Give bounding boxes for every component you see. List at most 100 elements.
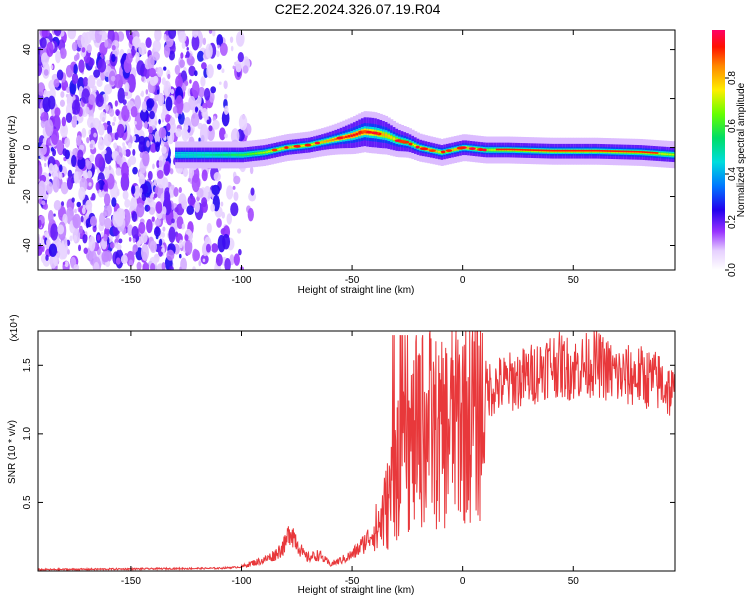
spectrogram-noise-cell [139,187,143,194]
spectrogram-noise-cell [53,78,60,88]
spectrogram-core-cell [511,148,515,151]
spectrogram-noise-cell [97,139,105,151]
spectrogram-noise-cell [72,95,76,102]
spectrogram-ridge-cell [390,136,394,139]
spectrogram-ridge-cell [310,143,314,146]
spectrogram-core-cell [655,152,659,154]
spectrogram-noise-cell [186,205,195,216]
spectrogram-noise-cell [111,53,116,63]
spectrogram-noise-cell [202,258,206,263]
spectrogram-core-cell [633,150,638,153]
spectrogram-peak-cell [468,147,476,151]
spectrogram-noise-cell [181,41,186,49]
spectrogram-noise-cell [82,76,89,87]
spectrogram-noise-cell [237,228,242,234]
spectrogram-ridge-cell [291,146,296,148]
spectrogram-noise-cell [147,54,155,69]
spectrogram-noise-cell [52,164,59,174]
spectrogram-noise-cell [180,52,184,59]
spectrogram-noise-cell [115,109,120,116]
spectrogram-noise-cell [145,89,149,95]
colorbar-tick-label: 0.8 [727,71,738,85]
snr-y-tick-label: 1.0 [22,426,33,440]
spectrogram-peak-cell [314,141,321,145]
spectrogram-noise-cell [81,207,86,215]
spectrogram-noise-cell [162,177,169,191]
spectrogram-noise-cell [131,185,136,195]
spectrogram-noise-cell [115,167,122,176]
snr-y-axis-label: SNR (10 * v/v) [7,420,18,484]
spectrogram-noise-cell [61,116,67,127]
spectrogram-peak-cell [284,146,289,149]
spectrogram-noise-cell [215,253,223,267]
spectrogram-noise-cell [88,182,92,187]
spectrogram-ridge-cell [347,135,351,138]
spectrogram-ridge-cell [265,151,269,153]
spectrogram-core-cell [567,149,571,152]
colorbar-tick-label: 0.2 [727,215,738,229]
spectrogram-core-cell [612,150,616,152]
spectrogram-noise-cell [206,119,210,125]
spectrogram-core-cell [556,149,561,152]
spectrogram-noise-cell [59,164,63,173]
spectrogram-noise-cell [238,114,248,131]
spectrogram-noise-cell [38,243,43,256]
spectrogram-noise-cell [81,47,86,53]
spectrogram-noise-cell [224,93,228,100]
spectrogram-ridge-cell [666,153,670,156]
snr-chart: -150 -100 -50 0 50 0.5 1.0 1.5 Height of straig… [7,314,676,596]
spectrogram-noise-cell [189,79,192,84]
spectrogram-noise-cell [128,155,137,165]
spectrogram-ridge-cell [414,144,418,147]
spectrogram-noise-cell [45,238,51,247]
spectrogram-noise-cell [81,127,87,138]
spectrogram-ridge-cell [204,154,208,156]
spectrogram-noise-cell [118,238,123,244]
spectrogram-ridge-cell [252,152,256,155]
spectrogram-core-cell [591,149,595,152]
spectrogram-noise-cell [77,149,84,161]
spectrogram-noise-cell [64,137,71,148]
spectrogram-noise-cell [134,95,142,110]
spectrogram-noise-cell [179,59,185,68]
spectrogram-noise-cell [142,262,150,270]
spectrogram-noise-cell [128,259,134,267]
spectrogram-noise-cell [173,187,179,197]
spectrogram-ridge-cell [225,154,229,156]
spectrogram-noise-cell [145,37,152,49]
spectrogram-noise-cell [217,44,220,49]
spectrogram-core-cell [554,149,558,152]
spectrogram-noise-cell [71,154,77,167]
spectrogram-noise-cell [38,164,43,176]
spectrogram-core-cell [543,149,547,152]
spectrogram-noise-cell [161,247,165,253]
spectrogram-noise-cell [132,166,138,175]
spectrogram-noise-cell [53,213,56,217]
spectrogram-noise-cell [232,185,236,190]
spectrogram-noise-cell [48,163,54,175]
spectrogram-noise-cell [192,30,199,38]
spectrogram-noise-cell [41,52,50,66]
spectrogram-ridge-cell [241,154,245,156]
spectrogram-ridge-cell [329,139,333,142]
spectrogram-noise-cell [114,100,118,107]
spectrogram-noise-cell [116,243,122,251]
spectrogram-noise-cell [181,223,186,230]
spectrogram-noise-cell [174,207,179,213]
spectrogram-noise-cell [46,41,54,57]
spectrogram-noise-cell [97,123,105,136]
spectrogram-ridge-cell [281,147,285,150]
spectrogram-noise-cell [46,179,50,185]
spectrogram-core-cell [570,149,574,152]
spectrogram-core-cell [527,149,531,151]
spectrogram-noise-cell [98,120,102,125]
spectrogram-noise-cell [204,87,211,101]
spectrogram-noise-cell [230,202,239,217]
spectrogram-core-cell [604,150,608,152]
spectrogram-noise-cell [169,117,176,126]
spectrogram-noise-cell [208,125,213,132]
spectrogram-core-cell [519,149,523,151]
spectrogram-noise-cell [206,64,214,79]
spectrogram-ridge-cell [244,153,248,156]
spectrogram-noise-cell [191,34,200,51]
